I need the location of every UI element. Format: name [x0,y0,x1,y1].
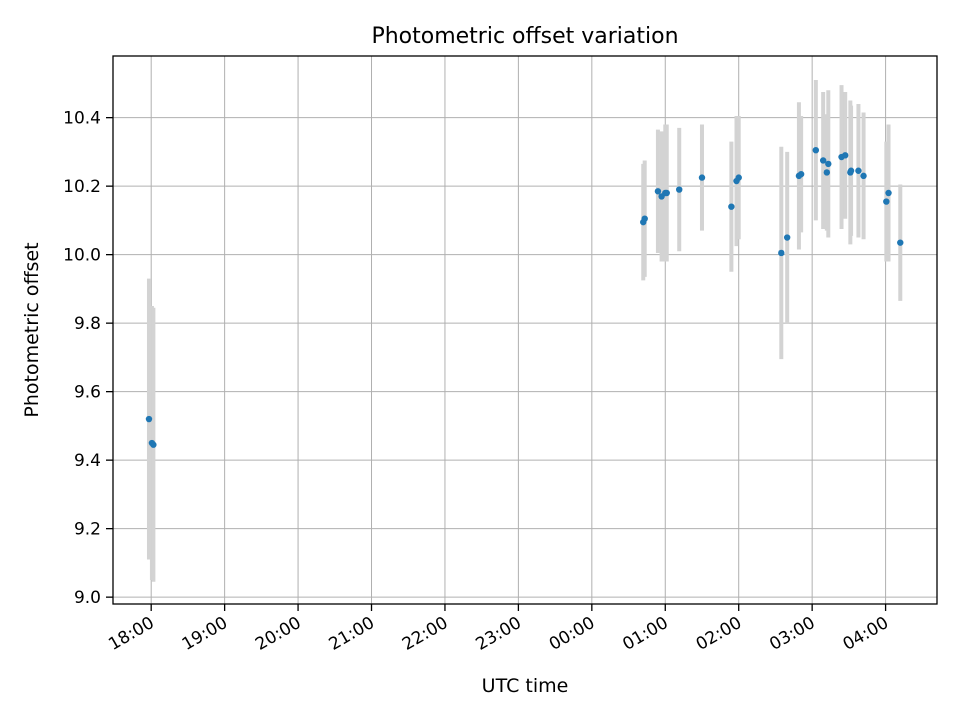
y-tick-label: 9.0 [74,588,101,608]
data-point [145,415,153,423]
data-point [735,174,742,181]
data-point [150,441,157,448]
data-point [641,215,648,222]
x-axis-label: UTC time [482,675,569,697]
data-point [797,170,805,178]
y-tick-label: 10.0 [63,246,101,266]
chart-title: Photometric offset variation [371,24,678,49]
y-axis: 9.0 9.2 9.4 9.6 9.8 10.0 10.2 10.4 [63,109,113,608]
data-point [819,157,827,164]
y-tick-label: 9.4 [74,451,101,471]
y-tick-label: 10.4 [63,109,101,129]
data-point [841,152,849,159]
y-tick-label: 10.2 [63,177,101,197]
data-point [855,167,862,174]
plot-frame [112,55,938,605]
data-points [145,146,904,448]
data-point [663,189,670,197]
y-tick-label: 9.6 [74,383,101,403]
data-point [860,172,867,180]
y-axis-label: Photometric offset [21,242,43,417]
data-point [825,160,832,168]
data-point [847,167,855,174]
data-point [778,249,785,257]
data-point [885,189,892,197]
data-point [698,174,706,181]
data-point [654,188,662,195]
data-point [676,186,683,193]
y-tick-label: 9.2 [74,520,101,540]
data-point [812,146,820,154]
data-point [783,234,791,241]
y-tick-label: 9.8 [74,314,101,334]
data-point [728,203,735,210]
data-point [883,198,890,205]
data-point [897,239,904,246]
data-point [823,169,831,176]
